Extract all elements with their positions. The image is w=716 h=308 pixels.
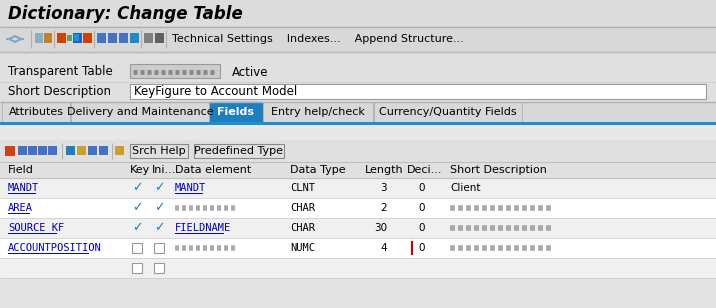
Bar (115, 146, 124, 155)
Bar (0, 52, 716, 62)
Bar (74, 34, 79, 41)
Text: 0: 0 (418, 183, 425, 193)
Bar (5, 146, 15, 156)
Bar (155, 33, 164, 43)
Text: Delivery and Maintenance: Delivery and Maintenance (67, 107, 213, 117)
Bar (130, 84, 706, 99)
Text: AREA: AREA (8, 203, 33, 213)
Bar (144, 33, 153, 43)
Text: 4: 4 (380, 243, 387, 253)
Text: Short Description: Short Description (8, 86, 111, 99)
Text: Short Description: Short Description (450, 165, 547, 175)
Bar (130, 33, 139, 43)
Bar (0, 122, 716, 125)
Bar (35, 33, 43, 43)
Text: ✓: ✓ (132, 201, 142, 214)
Text: KeyFigure to Account Model: KeyFigure to Account Model (134, 86, 297, 99)
Text: 0: 0 (418, 223, 425, 233)
Bar (66, 146, 75, 155)
Text: Field: Field (8, 165, 34, 175)
Bar (88, 146, 97, 155)
Text: Attributes: Attributes (9, 107, 64, 117)
Bar (73, 33, 82, 43)
Text: Srch Help: Srch Help (132, 146, 186, 156)
Text: Deci...: Deci... (407, 165, 442, 175)
Text: ✓: ✓ (154, 201, 164, 214)
Bar (0, 140, 716, 162)
Text: Data element: Data element (175, 165, 251, 175)
Bar (263, 102, 373, 122)
Text: Dictionary: Change Table: Dictionary: Change Table (8, 5, 243, 23)
Bar (154, 243, 164, 253)
Bar (0, 258, 716, 278)
Text: 0: 0 (418, 203, 425, 213)
Text: Key: Key (130, 165, 150, 175)
Bar (0, 198, 716, 218)
Text: NUMC: NUMC (290, 243, 315, 253)
Text: SOURCE_KF: SOURCE_KF (8, 223, 64, 233)
Text: Active: Active (232, 66, 268, 79)
Bar (132, 243, 142, 253)
Bar (97, 33, 106, 43)
Bar (210, 102, 262, 122)
Bar (0, 218, 716, 238)
Bar (0, 102, 716, 122)
Bar (0, 62, 716, 102)
Text: MANDT: MANDT (8, 183, 39, 193)
Text: Technical Settings    Indexes...    Append Structure...: Technical Settings Indexes... Append Str… (172, 34, 464, 44)
Text: CHAR: CHAR (290, 223, 315, 233)
Text: ✓: ✓ (154, 181, 164, 194)
Bar (38, 146, 47, 155)
Text: Currency/Quantity Fields: Currency/Quantity Fields (379, 107, 517, 117)
Bar (108, 33, 117, 43)
Bar (374, 102, 522, 122)
Text: ✓: ✓ (132, 221, 142, 234)
Text: ACCOUNTPOSITION: ACCOUNTPOSITION (8, 243, 102, 253)
Bar (71, 102, 209, 122)
Text: 2: 2 (380, 203, 387, 213)
Text: MANDT: MANDT (175, 183, 206, 193)
Text: FIELDNAME: FIELDNAME (175, 223, 231, 233)
Bar (44, 33, 52, 43)
Bar (132, 263, 142, 273)
Bar (130, 144, 188, 158)
Text: Entry help/check: Entry help/check (271, 107, 365, 117)
Bar (130, 64, 220, 78)
Bar (154, 263, 164, 273)
Bar (0, 125, 716, 140)
Text: Length: Length (365, 165, 404, 175)
Text: ✓: ✓ (132, 181, 142, 194)
Text: Ini...: Ini... (152, 165, 176, 175)
Bar (67, 35, 72, 41)
Bar (77, 146, 86, 155)
Bar (0, 0, 716, 28)
Bar (2, 102, 70, 122)
Bar (0, 26, 716, 52)
Text: 0: 0 (418, 243, 425, 253)
Text: CLNT: CLNT (290, 183, 315, 193)
Text: Transparent Table: Transparent Table (8, 66, 112, 79)
Bar (0, 162, 716, 178)
Text: Data Type: Data Type (290, 165, 346, 175)
Text: Fields: Fields (218, 107, 254, 117)
Bar (194, 144, 284, 158)
Bar (0, 238, 716, 258)
Text: ✓: ✓ (154, 221, 164, 234)
Bar (18, 146, 27, 155)
Bar (57, 33, 66, 43)
Text: CHAR: CHAR (290, 203, 315, 213)
Text: 3: 3 (380, 183, 387, 193)
Bar (99, 146, 108, 155)
Bar (119, 33, 128, 43)
Text: Client: Client (450, 183, 480, 193)
Bar (28, 146, 37, 155)
Bar (48, 146, 57, 155)
Bar (83, 33, 92, 43)
Bar (0, 178, 716, 198)
Text: Predefined Type: Predefined Type (195, 146, 284, 156)
Text: 30: 30 (374, 223, 387, 233)
